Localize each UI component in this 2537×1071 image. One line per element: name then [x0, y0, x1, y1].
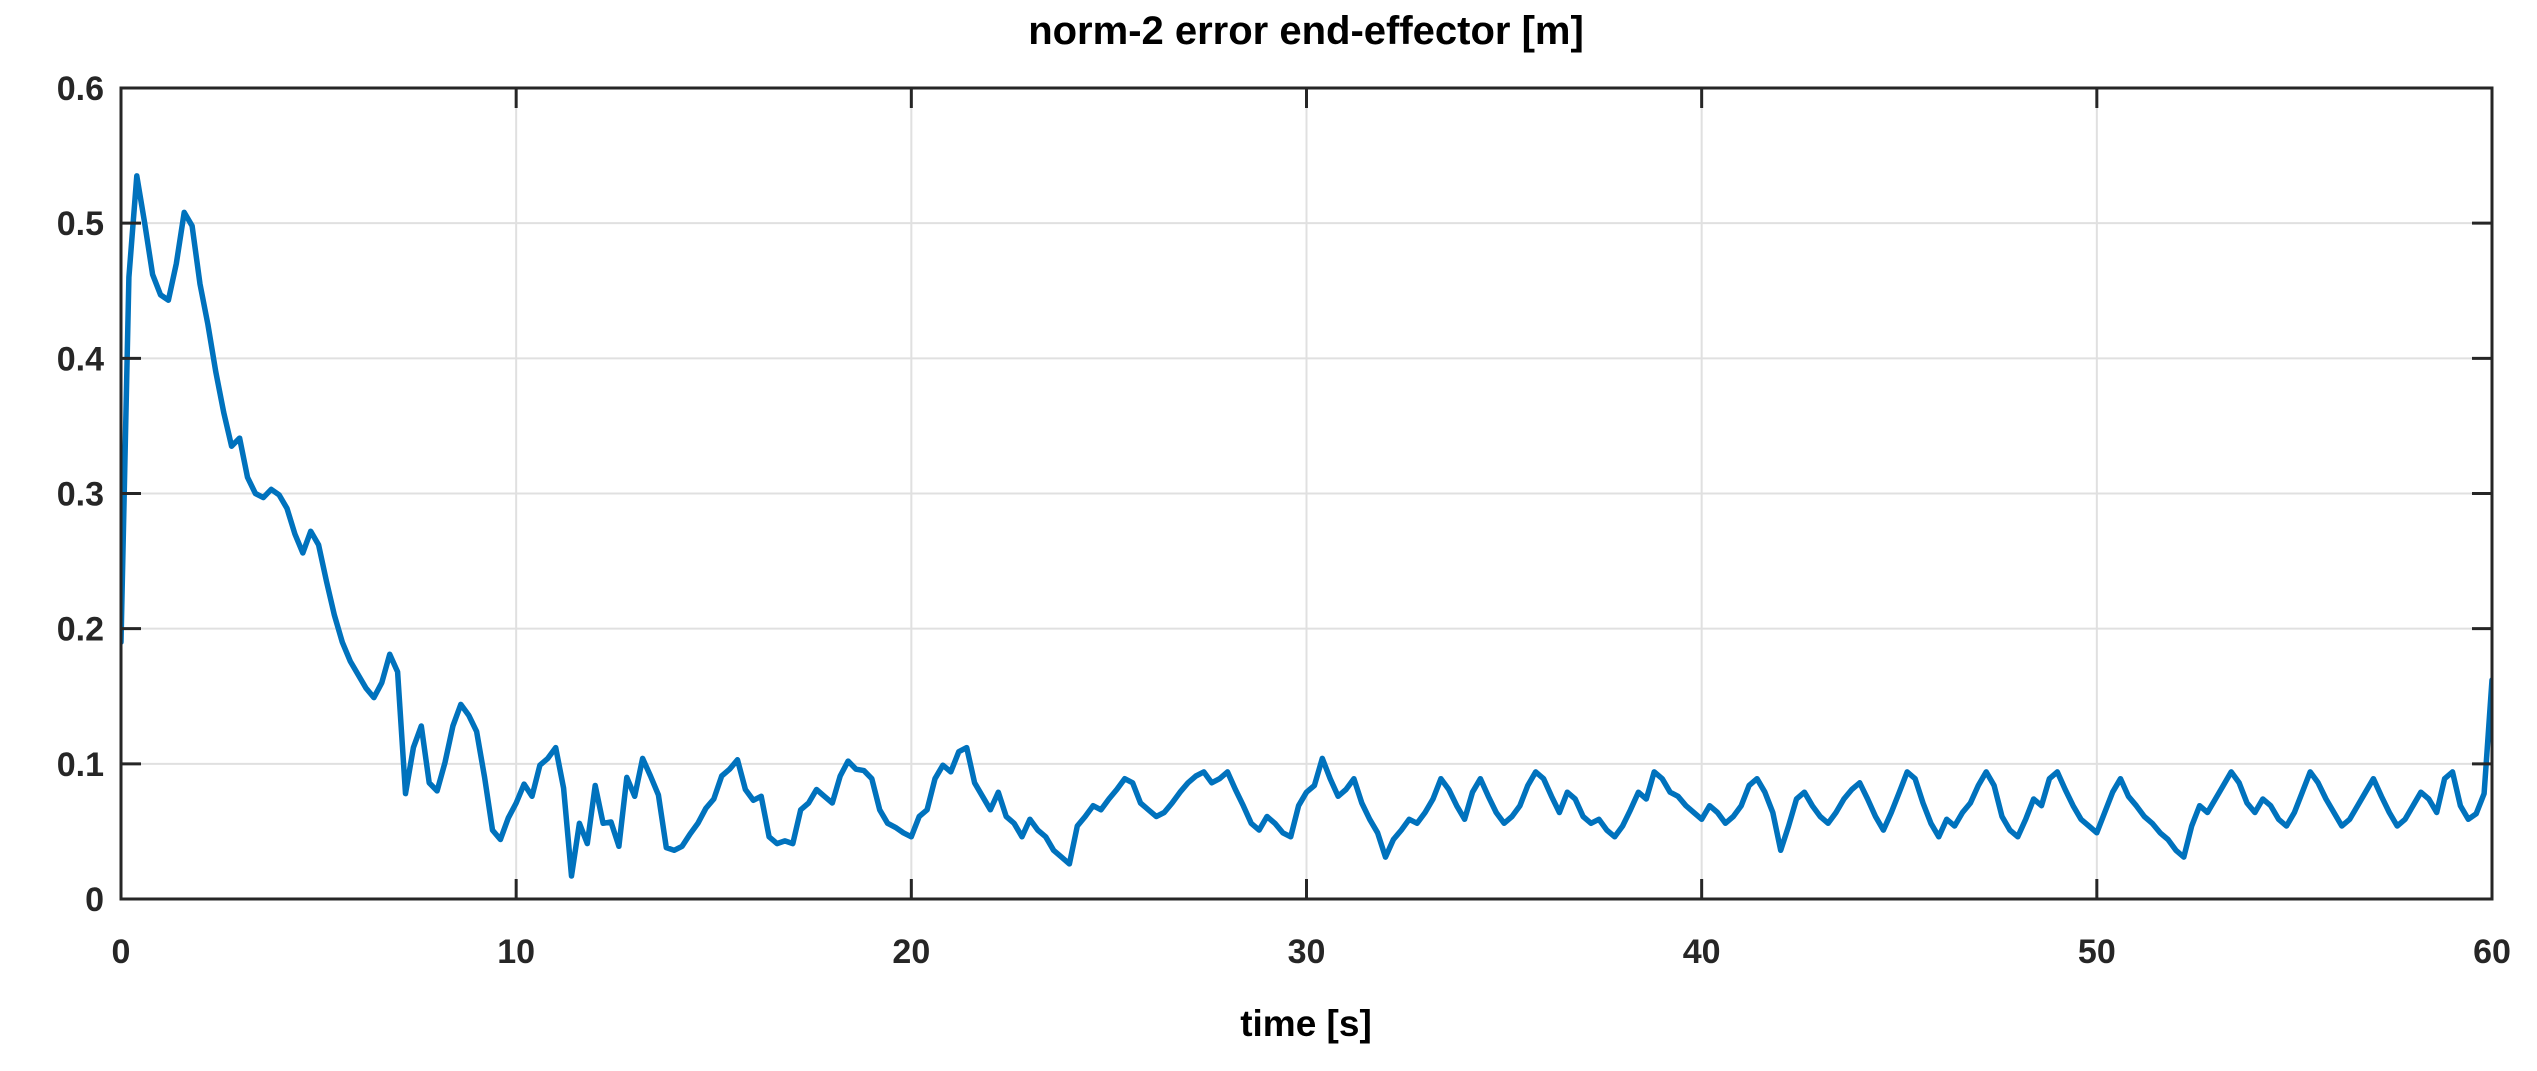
chart-title: norm-2 error end-effector [m]	[1028, 9, 1584, 53]
y-tick-label: 0.6	[57, 70, 104, 108]
y-tick-label: 0.1	[57, 746, 104, 784]
x-tick-label: 10	[497, 933, 535, 971]
x-axis-label: time [s]	[1240, 1003, 1372, 1044]
y-tick-label: 0.4	[57, 340, 104, 378]
x-tick-label: 30	[1288, 933, 1326, 971]
plot-area: 0 10 20 30 40 50 60 0 0.1 0.2 0.3 0.4 0.5 0.6	[57, 70, 2511, 971]
x-tick-label: 20	[892, 933, 930, 971]
y-tick-label: 0	[85, 881, 104, 919]
x-tick-label: 0	[112, 933, 131, 971]
x-tick-label: 50	[2078, 933, 2116, 971]
x-tick-label: 60	[2473, 933, 2511, 971]
x-tick-label: 40	[1683, 933, 1721, 971]
y-tick-label: 0.5	[57, 205, 104, 243]
y-tick-label: 0.2	[57, 611, 104, 649]
error-line	[121, 173, 2492, 879]
y-tick-label: 0.3	[57, 476, 104, 514]
